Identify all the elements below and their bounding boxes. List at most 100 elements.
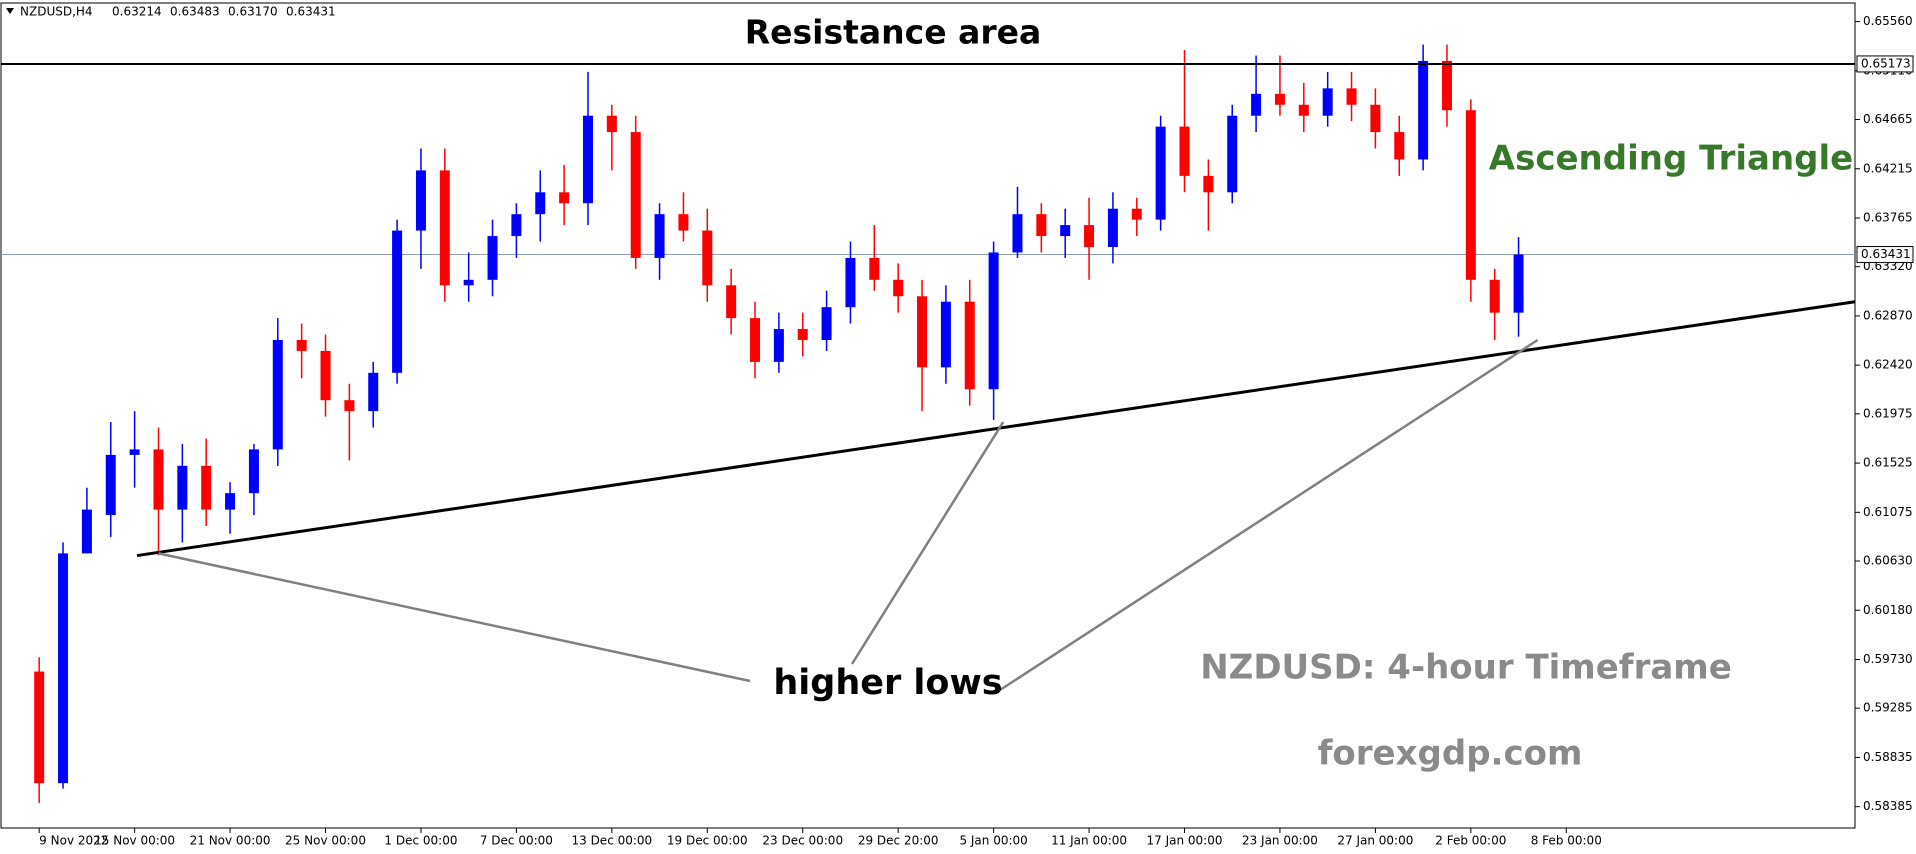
y-tick-label: 0.59730	[1863, 652, 1913, 666]
resistance-text: Resistance area	[745, 13, 1042, 52]
pattern-label: Ascending Triangle	[1489, 139, 1853, 179]
plot-frame	[0, 2, 1856, 829]
candle-body	[129, 449, 140, 455]
y-tick-label: 0.63765	[1863, 211, 1913, 225]
y-tick-label: 0.61525	[1863, 456, 1913, 470]
y-tick-label: 0.62870	[1863, 308, 1913, 322]
x-tick-label: 7 Dec 00:00	[480, 834, 553, 848]
header-value: 0.63170	[228, 5, 278, 19]
timeframe-label: NZDUSD: 4-hour Timeframe	[1200, 648, 1732, 688]
candle-body	[1012, 214, 1023, 253]
watermark: forexgdp.com	[1318, 734, 1583, 774]
candle-body	[726, 285, 737, 319]
y-tick-label: 0.60630	[1863, 554, 1913, 568]
candle-body	[1131, 208, 1142, 220]
candle-body	[678, 214, 689, 231]
candle-body	[392, 230, 403, 373]
candle-body	[81, 509, 92, 554]
x-tick-label: 29 Dec 20:00	[858, 834, 939, 848]
candle-body	[1107, 208, 1118, 247]
menu-arrow	[6, 8, 14, 14]
candle-body	[1179, 126, 1190, 176]
candle-body	[797, 329, 808, 341]
candle-body	[1418, 60, 1429, 160]
price-box-label: 0.65173	[1861, 56, 1911, 70]
y-tick-label: 0.64665	[1863, 112, 1913, 126]
candle-body	[368, 372, 379, 412]
candle-body	[344, 400, 355, 412]
candle-body	[1489, 279, 1500, 313]
y-tick-label: 0.64215	[1863, 161, 1913, 175]
candle-body	[988, 252, 999, 390]
x-tick-label: 2 Feb 00:00	[1435, 834, 1506, 848]
candle-body	[1346, 88, 1357, 105]
candle-body	[225, 493, 236, 510]
y-tick-label: 0.62420	[1863, 358, 1913, 372]
x-tick-label: 15 Nov 00:00	[94, 834, 175, 848]
x-tick-label: 27 Jan 00:00	[1337, 834, 1413, 848]
x-tick-label: 23 Jan 00:00	[1242, 834, 1318, 848]
candle-body	[582, 115, 593, 204]
higher-low-pointer	[999, 338, 1539, 692]
candle-body	[1465, 110, 1476, 280]
header-value: 0.63431	[286, 5, 336, 19]
candle-body	[750, 318, 761, 362]
candle-body	[1441, 60, 1452, 111]
candle-body	[34, 671, 45, 784]
x-tick-label: 23 Dec 00:00	[762, 834, 843, 848]
x-tick-label: 9 Nov 2022	[39, 834, 108, 848]
higher-low-pointer	[850, 421, 1005, 665]
candle-body	[845, 257, 856, 308]
candle-body	[1060, 225, 1071, 237]
higher-low-pointer	[158, 552, 751, 683]
candle-body	[1155, 126, 1166, 220]
candle-body	[415, 170, 426, 231]
y-tick-label: 0.60180	[1863, 603, 1913, 617]
candle-body	[272, 340, 283, 450]
candle-body	[940, 301, 951, 368]
candle-body	[893, 279, 904, 297]
candle-body	[105, 454, 116, 516]
candle-body	[58, 553, 69, 784]
trendline	[136, 300, 1856, 558]
candle-body	[1322, 88, 1333, 116]
x-tick-label: 5 Jan 00:00	[959, 834, 1027, 848]
x-tick-label: 13 Dec 00:00	[571, 834, 652, 848]
candle-body	[535, 192, 546, 215]
candle-body	[201, 465, 212, 510]
candle-body	[1227, 115, 1238, 193]
candle-body	[869, 257, 880, 280]
candle-body	[1036, 214, 1047, 237]
y-tick-label: 0.59285	[1863, 701, 1913, 715]
candle-body	[559, 192, 570, 204]
candle-body	[463, 279, 474, 286]
x-tick-label: 19 Dec 00:00	[667, 834, 748, 848]
x-tick-label: 25 Nov 00:00	[285, 834, 366, 848]
header-value: 0.63483	[170, 5, 220, 19]
candle-body	[606, 115, 617, 133]
y-tick-label: 0.61075	[1863, 505, 1913, 519]
price-box-label: 0.63431	[1861, 247, 1911, 261]
candle-body	[511, 214, 522, 237]
candle-body	[964, 301, 975, 390]
candle-body	[320, 350, 331, 401]
candle-body	[1203, 175, 1214, 193]
candle-body	[153, 449, 164, 510]
candle-body	[1370, 104, 1381, 133]
candle-body	[296, 340, 307, 351]
candle-body	[773, 329, 784, 362]
candle-body	[1513, 254, 1524, 313]
candle-body	[1394, 132, 1405, 160]
candle-body	[1084, 225, 1095, 247]
candle-body	[1251, 93, 1262, 116]
candle-body	[487, 236, 498, 280]
x-tick-label: 17 Jan 00:00	[1147, 834, 1223, 848]
candle-body	[1274, 93, 1285, 105]
candle-body	[177, 465, 188, 510]
higher-lows-text: higher lows	[773, 663, 1002, 703]
candle-body	[654, 214, 665, 258]
candle-body	[821, 307, 832, 341]
x-tick-label: 1 Dec 00:00	[384, 834, 457, 848]
